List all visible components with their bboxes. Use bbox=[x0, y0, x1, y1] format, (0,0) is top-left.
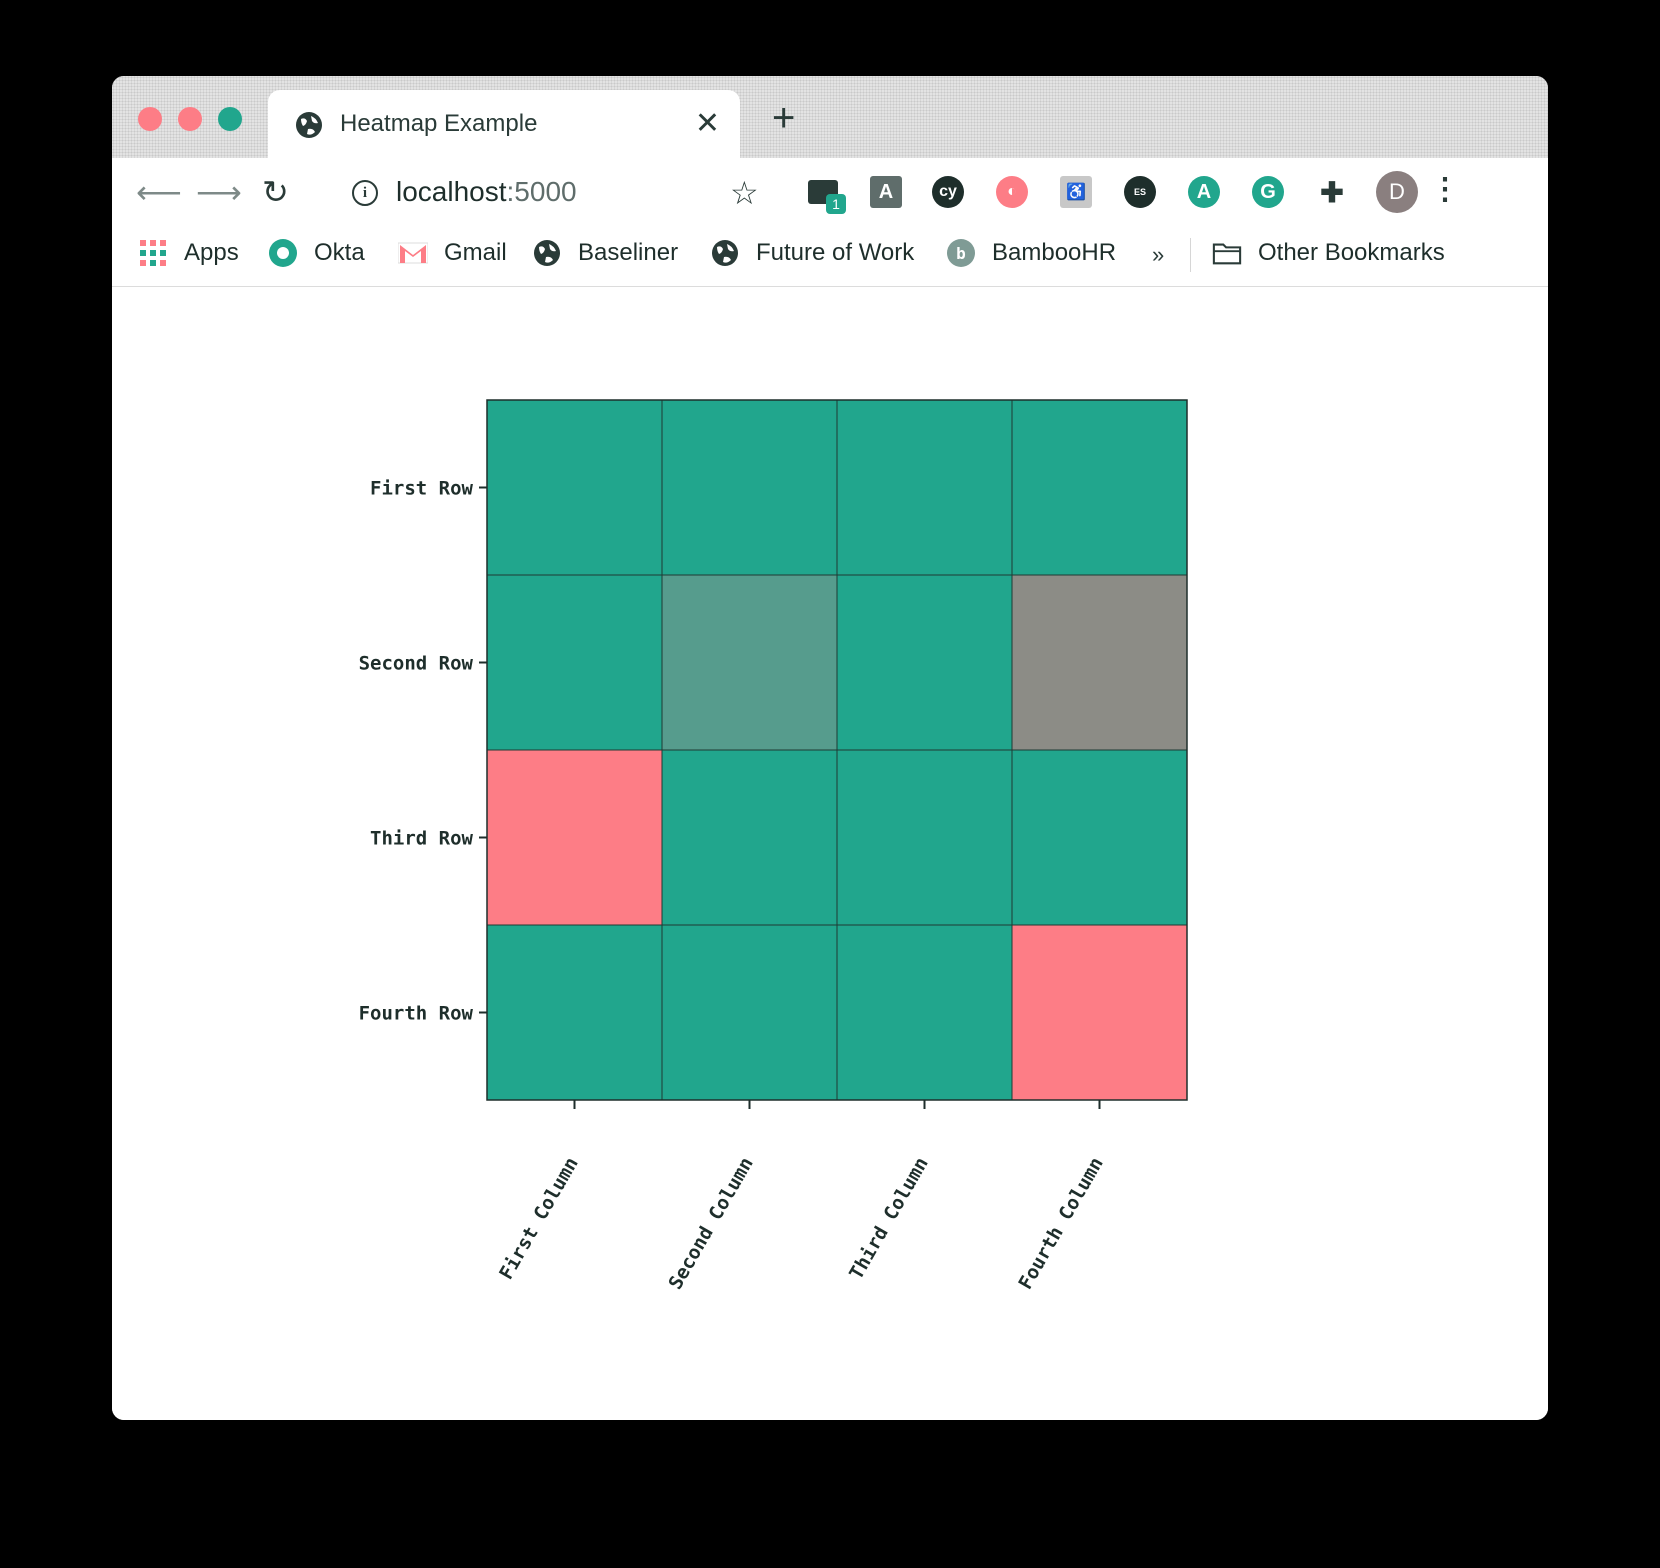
bookmark-apps[interactable]: Apps bbox=[138, 238, 239, 268]
y-tick-label: Third Row bbox=[370, 828, 474, 850]
heatmap-cell bbox=[1011, 574, 1188, 751]
bookmarks-divider bbox=[1190, 238, 1191, 272]
tab-strip: Heatmap Example ✕ + bbox=[112, 76, 1548, 158]
bookmark-label: Gmail bbox=[444, 239, 507, 266]
heatmap-cell bbox=[486, 749, 663, 926]
heatmap-frame bbox=[486, 399, 1188, 1101]
refresh-extension-icon[interactable]: ◐ bbox=[996, 176, 1028, 208]
heatmap-cell bbox=[486, 399, 663, 576]
bookmark-other-bookmarks[interactable]: Other Bookmarks bbox=[1212, 238, 1445, 268]
toolbar: ⟵ ⟶ ↻ i localhost:5000 ☆ 1 A cy ◐ ♿ ES A… bbox=[112, 158, 1548, 228]
gmail-icon bbox=[398, 238, 428, 268]
svg-text:b: b bbox=[956, 244, 966, 263]
bookmark-label: Okta bbox=[314, 239, 365, 266]
bookmark-future-of-work[interactable]: Future of Work bbox=[710, 238, 914, 268]
heatmap-cell bbox=[661, 574, 838, 751]
tab-heatmap-example[interactable]: Heatmap Example ✕ bbox=[268, 90, 740, 158]
bookmark-label: Apps bbox=[184, 239, 239, 266]
y-tick-label: First Row bbox=[370, 478, 474, 500]
heatmap-cell bbox=[836, 399, 1013, 576]
heatmap-cell bbox=[836, 749, 1013, 926]
profile-avatar[interactable]: D bbox=[1376, 171, 1418, 213]
browser-window: Heatmap Example ✕ + ⟵ ⟶ ↻ i localhost:50… bbox=[112, 76, 1548, 1420]
bookmark-gmail[interactable]: Gmail bbox=[398, 238, 507, 268]
grammarly-extension-icon[interactable]: G bbox=[1252, 176, 1284, 208]
bookmark-baseliner[interactable]: Baseliner bbox=[532, 238, 678, 268]
x-tick-label: Second Column bbox=[664, 1154, 757, 1294]
maximize-window-button[interactable] bbox=[218, 107, 242, 131]
bookmarks-overflow-chevron[interactable]: » bbox=[1152, 242, 1165, 267]
x-tick-label: First Column bbox=[495, 1154, 583, 1284]
heatmap-cell bbox=[1011, 399, 1188, 576]
cypress-extension-icon[interactable]: cy bbox=[932, 176, 964, 208]
bookmark-label: Other Bookmarks bbox=[1258, 239, 1445, 266]
bookmark-star-icon[interactable]: ☆ bbox=[730, 175, 759, 211]
globe-icon bbox=[710, 238, 740, 268]
okta-icon bbox=[268, 238, 298, 268]
heatmap-cell bbox=[1011, 924, 1188, 1101]
es-extension-icon[interactable]: ES bbox=[1124, 176, 1156, 208]
heatmap-cell bbox=[1011, 749, 1188, 926]
forward-arrow-icon[interactable]: ⟶ bbox=[196, 174, 242, 210]
bookmark-okta[interactable]: Okta bbox=[268, 238, 365, 268]
new-tab-button[interactable]: + bbox=[772, 96, 796, 140]
bookmark-bamboohr[interactable]: b BambooHR bbox=[946, 238, 1116, 268]
apps-grid-icon bbox=[138, 238, 168, 268]
x-tick-label: Third Column bbox=[845, 1154, 933, 1284]
bamboohr-icon: b bbox=[946, 238, 976, 268]
reload-icon[interactable]: ↻ bbox=[262, 174, 289, 210]
bookmark-label: Baseliner bbox=[578, 239, 679, 266]
y-tick-label: Fourth Row bbox=[359, 1003, 474, 1025]
site-info-icon[interactable]: i bbox=[352, 180, 378, 206]
tab-title: Heatmap Example bbox=[340, 110, 538, 137]
x-tick-label: Fourth Column bbox=[1014, 1154, 1107, 1294]
heatmap-cell bbox=[661, 399, 838, 576]
heatmap-cell bbox=[486, 924, 663, 1101]
heatmap-cell bbox=[486, 574, 663, 751]
globe-icon bbox=[532, 238, 562, 268]
close-window-button[interactable] bbox=[138, 107, 162, 131]
extension-badge: 1 bbox=[826, 194, 846, 214]
heatmap-cell bbox=[661, 924, 838, 1101]
back-arrow-icon[interactable]: ⟵ bbox=[136, 174, 182, 210]
globe-icon bbox=[296, 112, 322, 138]
folder-icon bbox=[1212, 238, 1242, 268]
close-tab-icon[interactable]: ✕ bbox=[694, 107, 720, 140]
extensions-puzzle-icon[interactable]: ✚ bbox=[1320, 176, 1344, 208]
app-store-extension-icon[interactable]: A bbox=[1188, 176, 1220, 208]
url-port: :5000 bbox=[506, 176, 577, 207]
heatmap-chart: First Row Second Row Third Row Fourth Row Fi… bbox=[359, 399, 1188, 1294]
heatmap-cell bbox=[836, 574, 1013, 751]
heatmap-cell bbox=[661, 749, 838, 926]
minimize-window-button[interactable] bbox=[178, 107, 202, 131]
bookmark-label: BambooHR bbox=[992, 239, 1117, 266]
heatmap-cell bbox=[836, 924, 1013, 1101]
bookmarks-bar: Apps Okta Gmail Baseliner Future of Work bbox=[112, 228, 1548, 287]
page-content: First Row Second Row Third Row Fourth Row Fi… bbox=[112, 287, 1548, 1420]
address-bar[interactable]: localhost:5000 bbox=[396, 176, 577, 208]
accessibility-extension-icon[interactable]: ♿ bbox=[1060, 176, 1092, 208]
font-extension-icon[interactable]: A bbox=[870, 176, 902, 208]
bookmark-label: Future of Work bbox=[756, 239, 915, 266]
y-tick-label: Second Row bbox=[359, 653, 474, 675]
kebab-menu-icon[interactable]: ⋮ bbox=[1430, 173, 1460, 206]
url-host: localhost bbox=[396, 176, 507, 207]
